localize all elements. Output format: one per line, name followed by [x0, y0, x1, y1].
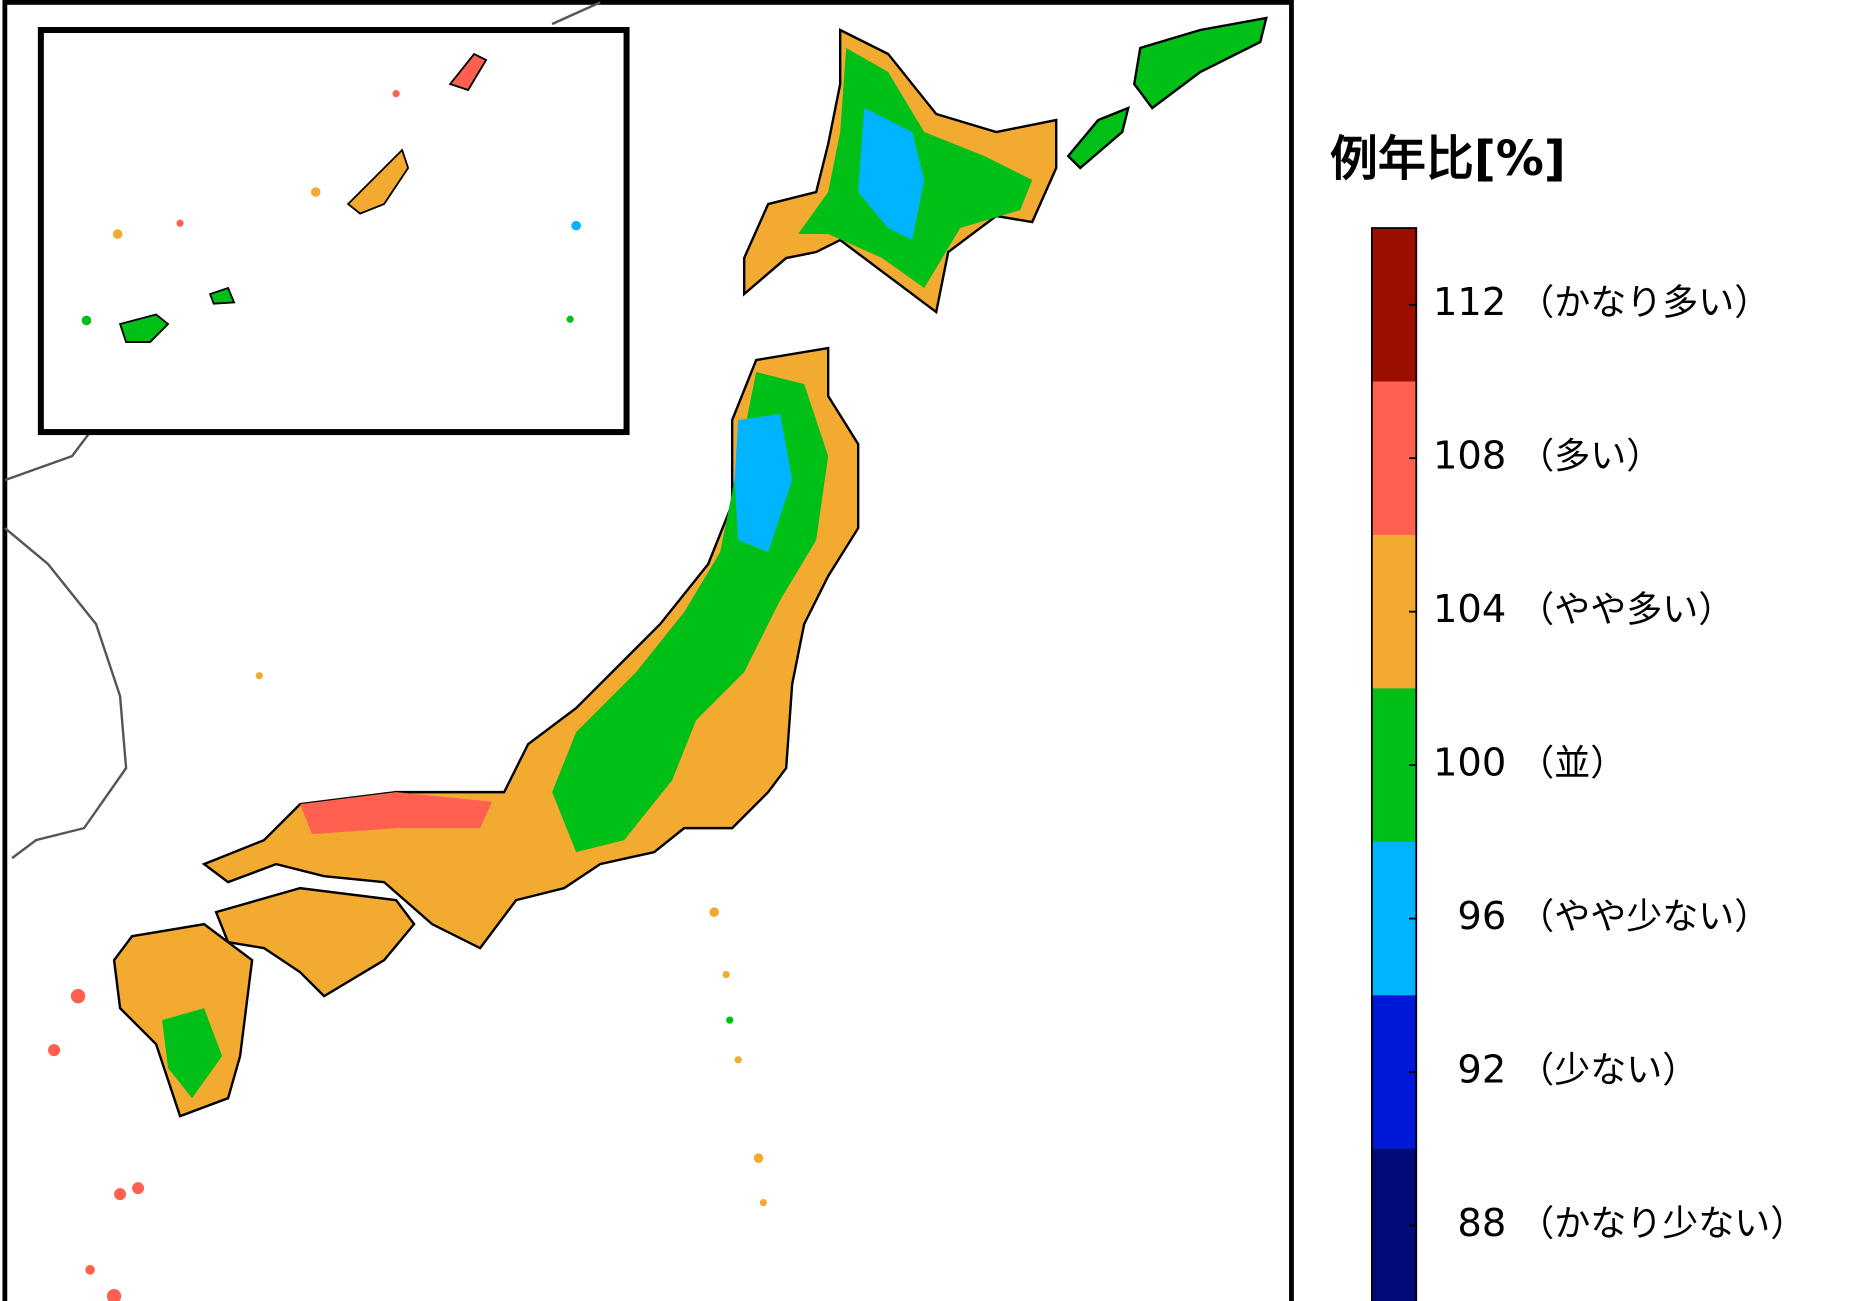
- legend-value: 104: [1433, 587, 1506, 632]
- map: [2, 0, 1294, 1301]
- legend-label: （並）: [1518, 743, 1626, 784]
- kuril-islands: [1132, 16, 1268, 110]
- legend-border: [1370, 227, 1418, 1301]
- legend-label: （多い）: [1518, 436, 1662, 477]
- legend-swatch: [1371, 381, 1417, 536]
- kuril-islands-2: [1066, 106, 1130, 170]
- legend-title: 例年比[%]: [1330, 131, 1566, 187]
- legend-value: 92: [1457, 1048, 1506, 1093]
- hokkaido-blue: [858, 108, 925, 241]
- legend-swatch: [1371, 841, 1417, 996]
- legend-swatch: [1371, 1148, 1417, 1301]
- legend-value: 88: [1457, 1201, 1506, 1246]
- legend-value: 96: [1457, 894, 1506, 939]
- legend-value: 100: [1433, 741, 1506, 786]
- inset-frame: [37, 27, 630, 436]
- legend-label: （少ない）: [1518, 1050, 1698, 1091]
- shikoku: [214, 886, 416, 998]
- island: [726, 1016, 734, 1024]
- legend: 112 （かなり多い） 108 （多い） 104 （やや多い） 100 （並） 96 （やや少ない…: [1370, 227, 1806, 1301]
- legend-label: （やや多い）: [1518, 590, 1734, 631]
- southwest-islands: [48, 988, 145, 1301]
- kyushu-green: [162, 1008, 223, 1099]
- izu-islands: [255, 672, 767, 1207]
- legend-value: 112: [1433, 280, 1506, 325]
- legend-value: 108: [1433, 434, 1506, 479]
- legend-label: （やや少ない）: [1518, 897, 1770, 938]
- legend-swatch: [1371, 688, 1417, 843]
- tohoku-blue: [734, 414, 793, 553]
- legend-label: （かなり少ない）: [1518, 1203, 1806, 1244]
- legend-swatch: [1371, 534, 1417, 689]
- legend-swatch: [1371, 228, 1417, 383]
- legend-label: （かなり多い）: [1518, 283, 1770, 324]
- sanin-red: [300, 792, 493, 835]
- legend-swatch: [1371, 995, 1417, 1150]
- inset-islands: [81, 52, 581, 343]
